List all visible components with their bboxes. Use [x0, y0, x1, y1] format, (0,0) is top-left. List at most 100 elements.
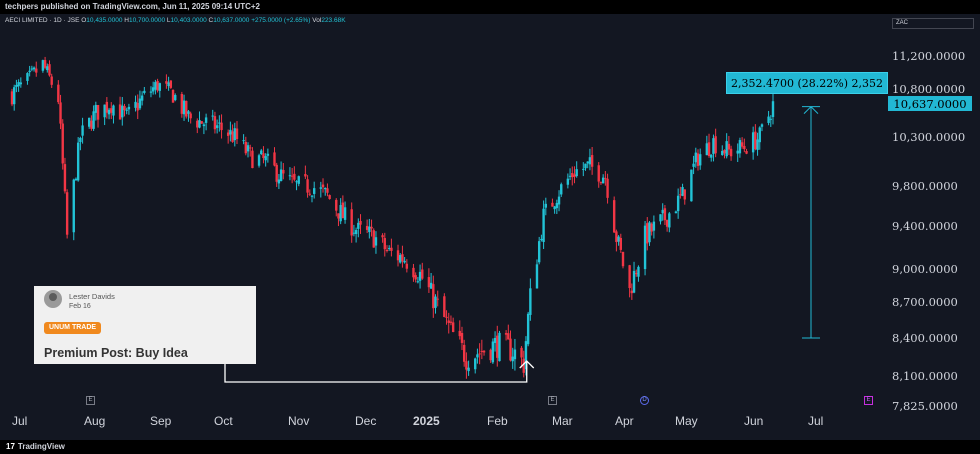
candle	[65, 189, 69, 239]
candle	[48, 60, 51, 77]
measure-arrowhead[interactable]	[802, 105, 820, 115]
candle-body	[443, 296, 446, 317]
candle-body	[231, 131, 234, 142]
legend-symbol: AECI LIMITED · 1D · JSE	[5, 17, 80, 24]
candle	[429, 272, 433, 289]
candle-body	[182, 100, 186, 115]
candle-body	[705, 143, 709, 156]
candle	[200, 121, 203, 124]
candle-body	[41, 60, 45, 71]
candle-body	[432, 284, 435, 309]
x-tick-label: Oct	[214, 414, 233, 428]
candle	[50, 73, 53, 88]
candle-body	[710, 154, 713, 158]
candle-body	[482, 350, 486, 353]
candle	[476, 348, 479, 364]
candle	[244, 136, 248, 156]
candle-body	[140, 95, 144, 101]
candle	[233, 122, 236, 147]
candle-body	[729, 148, 733, 157]
y-tick-label: 8,400.0000	[892, 331, 958, 345]
candle-body	[727, 143, 731, 150]
candle-body	[681, 187, 684, 196]
candle	[465, 352, 468, 379]
candle-body	[573, 174, 576, 177]
candle	[721, 145, 724, 156]
candle	[15, 79, 18, 93]
candle	[405, 259, 409, 273]
candle	[169, 80, 173, 89]
candle	[365, 219, 369, 234]
currency-selector[interactable]: ZAC	[892, 18, 974, 29]
candle-body	[575, 169, 578, 177]
candle	[568, 168, 572, 181]
candle-body	[462, 344, 466, 362]
candle-body	[418, 271, 422, 281]
candle	[507, 324, 510, 340]
candle-body	[257, 155, 261, 166]
candle-body	[429, 282, 433, 289]
legend-close: 10,637.0000	[213, 17, 250, 24]
candle-body	[474, 358, 477, 370]
candle	[324, 187, 327, 196]
candle	[694, 147, 697, 168]
idea-card[interactable]: Lester Davids Feb 16 UNUM TRADE Premium …	[34, 286, 256, 364]
candle	[96, 104, 100, 128]
candle	[449, 315, 453, 326]
candle	[632, 261, 636, 294]
callout-arrow	[224, 350, 528, 383]
x-tick-label: Mar	[552, 414, 573, 428]
candle	[359, 214, 362, 234]
candle-body	[507, 333, 510, 340]
candle-body	[337, 213, 340, 219]
dividend-event-icon[interactable]: D	[640, 396, 649, 405]
candle	[293, 166, 296, 182]
candle-body	[434, 296, 437, 308]
candle	[434, 294, 437, 314]
candle	[690, 169, 693, 202]
candle-body	[498, 332, 501, 362]
candle-body	[200, 121, 203, 124]
candle	[659, 214, 662, 225]
candle	[586, 161, 589, 169]
candle	[474, 357, 477, 374]
earnings-event-icon[interactable]: E	[864, 396, 873, 405]
candle	[557, 190, 561, 212]
candle-body	[76, 142, 80, 181]
earnings-event-icon[interactable]: E	[548, 396, 557, 405]
candle-body	[756, 139, 759, 150]
candle-body	[143, 90, 146, 93]
candle	[399, 253, 402, 264]
candle	[165, 74, 168, 89]
candle	[560, 182, 563, 197]
candle	[751, 126, 755, 160]
candle-body	[496, 335, 499, 358]
candle-body	[264, 156, 267, 161]
candle	[696, 149, 700, 171]
candle	[588, 148, 592, 171]
candle-body	[504, 333, 508, 335]
candle-body	[584, 163, 587, 169]
candle	[335, 198, 338, 217]
candle	[683, 189, 686, 205]
candle	[151, 81, 155, 95]
candle-body	[50, 76, 53, 85]
candle-body	[94, 104, 98, 113]
candle	[76, 137, 80, 182]
candle	[619, 233, 622, 253]
candle-body	[568, 175, 572, 177]
candle	[251, 147, 254, 169]
candle	[617, 235, 620, 246]
candle	[211, 109, 214, 121]
candle-body	[590, 155, 594, 167]
candle	[676, 188, 680, 219]
candle	[107, 107, 111, 120]
candle-body	[202, 124, 206, 127]
candle	[416, 276, 420, 284]
earnings-event-icon[interactable]: E	[86, 396, 95, 405]
chart-area[interactable]: AECI LIMITED · 1D · JSE O10,435.0000 H10…	[0, 14, 980, 440]
candle-body	[107, 109, 111, 115]
candle-body	[648, 222, 651, 243]
price-chart[interactable]	[0, 14, 980, 440]
candle	[187, 109, 190, 122]
